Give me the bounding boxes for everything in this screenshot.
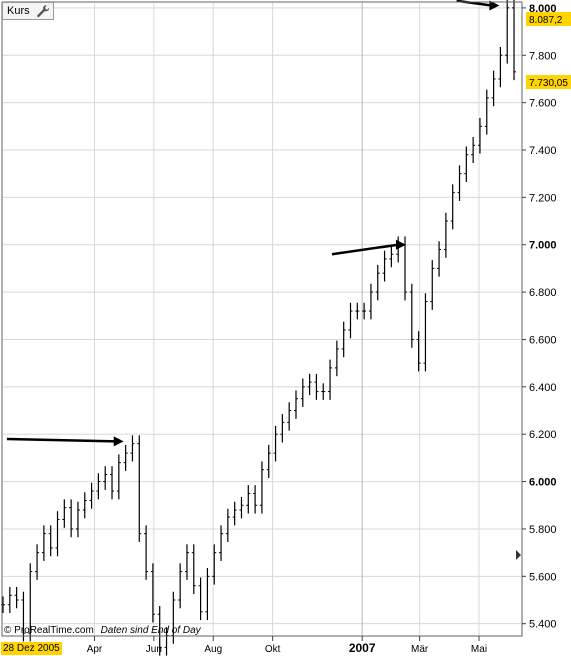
price-badges: 8.087,2 7.730,05 [516, 12, 571, 560]
y-tick-label: 5.400 [529, 619, 557, 631]
high-badge-bg [526, 12, 571, 26]
wrench-icon[interactable] [36, 4, 50, 18]
y-tick-label: 5.600 [529, 571, 557, 583]
y-tick-label: 6.200 [529, 429, 557, 441]
scroll-marker-icon[interactable] [516, 550, 521, 560]
y-tick-label: 6.800 [529, 287, 557, 299]
x-tick-label: Mai [471, 644, 487, 655]
annotation-arrow [456, 0, 492, 7]
arrow-head-icon [489, 0, 500, 11]
x-tick-label: Okt [265, 644, 281, 655]
annotation-arrow [331, 243, 399, 256]
y-tick-label: 7.400 [529, 145, 557, 157]
x-tick-label: Mär [411, 644, 429, 655]
kurs-tab-label: Kurs [7, 5, 30, 17]
footer: © ProRealTime.com Daten sind End of Day [4, 625, 201, 636]
data-note: Daten sind End of Day [100, 625, 201, 636]
high-badge: 8.087,2 [529, 15, 563, 26]
y-tick-label: 5.800 [529, 524, 557, 536]
grid-lines [3, 3, 521, 635]
plot-frame [1, 1, 523, 637]
copyright-text[interactable]: © ProRealTime.com [4, 625, 94, 636]
arrow-head-icon [395, 239, 406, 250]
kurs-tab[interactable]: Kurs [2, 2, 54, 20]
x-tick-label: Jun [146, 644, 162, 655]
y-tick-label: 7.200 [529, 192, 557, 204]
x-tick-label: Aug [204, 644, 222, 655]
x-tick-label: Apr [87, 644, 103, 655]
y-tick-label: 8.000 [529, 3, 557, 15]
y-tick-label: 7.000 [529, 240, 557, 252]
last-badge: 7.730,05 [529, 78, 568, 89]
annotation-arrow [6, 437, 116, 443]
y-tick-label: 6.600 [529, 334, 557, 346]
price-bars [1, 0, 517, 656]
y-tick-label: 6.000 [529, 477, 557, 489]
start-date-label: 28 Dez 2005 [1, 642, 62, 655]
y-tick-label: 6.400 [529, 382, 557, 394]
x-tick-label: 2007 [349, 641, 376, 655]
y-axis: 5.2005.4005.6005.8006.0006.2006.4006.600… [522, 3, 557, 631]
last-badge-bg [526, 75, 571, 89]
arrow-head-icon [113, 436, 124, 447]
y-tick-label: 7.600 [529, 98, 557, 110]
y-tick-label: 7.800 [529, 50, 557, 62]
annotation-arrows [6, 0, 500, 447]
x-axis: Apr Jun Aug Okt 2007 Mär Mai [87, 636, 487, 655]
